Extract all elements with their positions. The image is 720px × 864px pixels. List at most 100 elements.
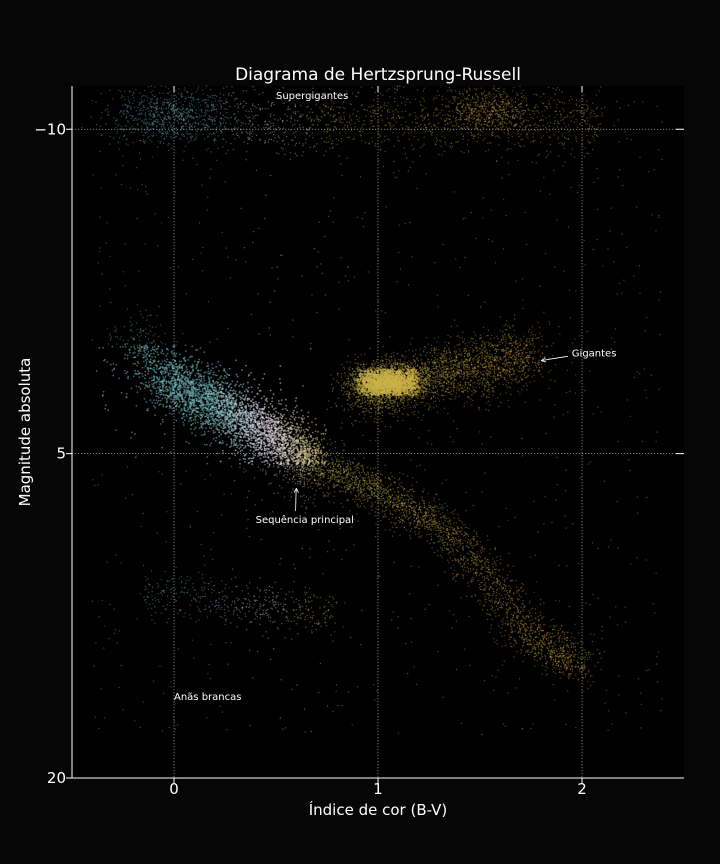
star-point (383, 498, 385, 500)
star-point (541, 642, 543, 644)
star-point (383, 514, 386, 517)
star-point (464, 563, 466, 565)
star-point (553, 660, 555, 663)
star-point (498, 625, 500, 627)
star-point (408, 496, 410, 498)
star-point (139, 339, 141, 342)
star-point (286, 464, 288, 466)
star-point (437, 507, 439, 510)
star-point (526, 636, 528, 638)
star-point (343, 460, 345, 462)
star-point (378, 512, 380, 514)
star-point (138, 385, 140, 388)
star-point (413, 526, 416, 528)
star-point (361, 502, 363, 505)
star-point (577, 642, 579, 644)
star-point (492, 588, 494, 590)
star-point (405, 516, 407, 519)
star-point (109, 339, 112, 341)
star-point (495, 592, 498, 594)
star-point (544, 643, 546, 646)
star-point (443, 527, 445, 529)
star-point (358, 453, 360, 455)
star-point (354, 477, 357, 480)
star-point (460, 558, 463, 560)
star-point (436, 493, 438, 495)
star-point (138, 331, 141, 333)
star-point (550, 655, 552, 657)
star-point (451, 559, 454, 562)
star-point (551, 669, 554, 671)
star-point (152, 399, 155, 401)
star-point (194, 426, 197, 429)
star-point (550, 649, 552, 651)
star-point (467, 539, 470, 541)
star-point (273, 465, 275, 468)
star-point (297, 426, 300, 428)
star-point (157, 396, 160, 399)
star-point (219, 441, 221, 443)
star-point (280, 457, 283, 459)
star-point (484, 582, 487, 584)
star-point (298, 480, 300, 482)
star-point (340, 486, 343, 489)
star-point (293, 409, 295, 412)
star-point (267, 466, 269, 469)
star-point (378, 485, 380, 488)
star-point (429, 506, 431, 509)
star-point (280, 403, 282, 405)
star-point (516, 611, 518, 613)
star-point (465, 526, 468, 529)
star-point (366, 498, 368, 500)
star-point (530, 623, 532, 625)
star-point (216, 338, 218, 340)
star-point (419, 521, 422, 523)
star-point (446, 548, 449, 551)
star-point (529, 602, 531, 604)
star-point (410, 507, 413, 509)
star-point (293, 474, 295, 476)
star-point (338, 468, 340, 470)
star-point (301, 495, 304, 497)
star-point (286, 438, 289, 440)
star-point (534, 608, 536, 610)
star-point (415, 526, 417, 528)
star-point (566, 653, 568, 655)
star-point (522, 644, 525, 647)
star-point (354, 476, 356, 478)
star-point (145, 384, 147, 386)
star-point (331, 457, 333, 459)
star-point (592, 681, 595, 683)
star-point (380, 488, 383, 491)
star-point (329, 465, 332, 468)
star-point (307, 411, 310, 414)
star-point (283, 496, 286, 498)
star-point (241, 385, 244, 388)
star-point (421, 497, 424, 499)
star-point (295, 474, 297, 476)
star-point (304, 500, 306, 502)
star-point (423, 522, 425, 524)
star-point (588, 670, 590, 672)
star-point (324, 471, 326, 474)
star-point (562, 671, 564, 673)
star-point (195, 404, 198, 407)
star-point (397, 498, 399, 500)
star-point (221, 385, 224, 387)
star-point (459, 562, 461, 565)
star-point (161, 343, 164, 345)
star-point (538, 652, 541, 654)
star-point (313, 464, 316, 466)
star-point (579, 667, 581, 669)
star-point (476, 568, 478, 571)
star-point (532, 645, 534, 648)
star-point (352, 486, 355, 488)
star-point (227, 385, 230, 388)
star-point (359, 479, 361, 482)
star-point (203, 378, 206, 380)
star-point (304, 474, 306, 476)
star-point (282, 423, 284, 426)
star-point (550, 636, 552, 638)
star-point (579, 657, 582, 659)
star-point (328, 501, 330, 503)
